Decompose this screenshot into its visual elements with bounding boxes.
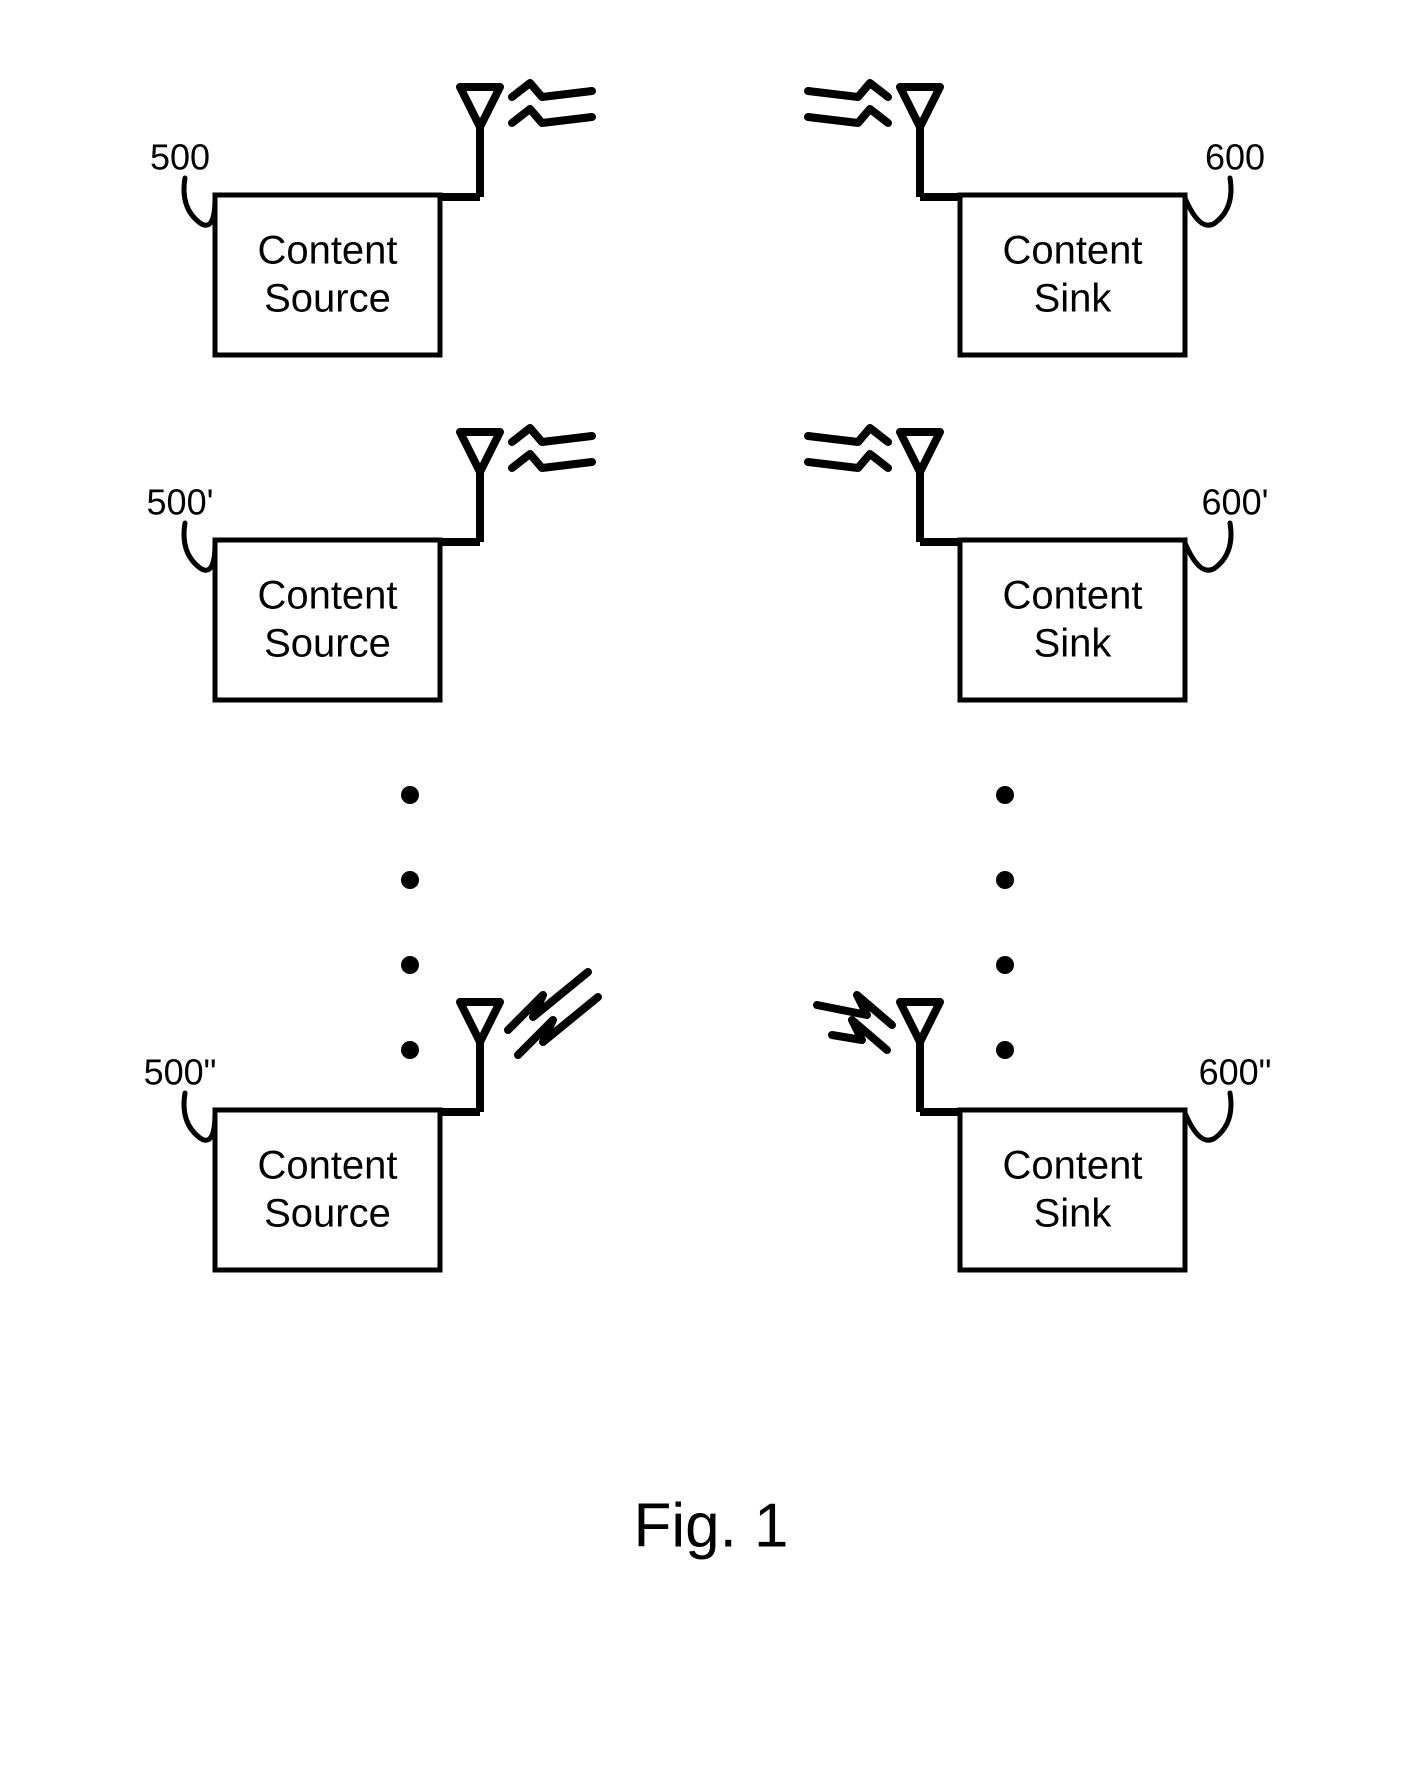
content-source-block: ContentSource [215,1110,480,1270]
source-label-line1: Content [257,1144,397,1188]
ref-label: 500" [144,1052,217,1093]
sink-label-line1: Content [1002,229,1142,273]
content-sink-block: ContentSink [920,195,1185,355]
sink-box [960,1110,1185,1270]
sink-label-line2: Sink [1034,1192,1113,1236]
ref-label: 500' [147,482,214,523]
ellipsis-dot [996,786,1014,804]
source-label-line1: Content [257,229,397,273]
content-source-block: ContentSource [215,195,480,355]
ellipsis-dot [401,786,419,804]
content-sink-block: ContentSink [920,1110,1185,1270]
ellipsis-dot [401,871,419,889]
ref-label: 600" [1199,1052,1272,1093]
ellipsis-dot [996,871,1014,889]
ellipsis-dot [401,956,419,974]
source-label-line2: Source [264,622,391,666]
ellipsis-dot [996,1041,1014,1059]
source-label-line1: Content [257,574,397,618]
source-label-line2: Source [264,1192,391,1236]
sink-label-line1: Content [1002,574,1142,618]
figure-caption: Fig. 1 [633,1491,788,1560]
sink-box [960,540,1185,700]
ref-label: 600 [1205,137,1265,178]
source-box [215,540,440,700]
sink-box [960,195,1185,355]
content-source-block: ContentSource [215,540,480,700]
source-label-line2: Source [264,277,391,321]
sink-label-line2: Sink [1034,622,1113,666]
source-box [215,1110,440,1270]
ellipsis-dot [996,956,1014,974]
content-sink-block: ContentSink [920,540,1185,700]
ref-label: 600' [1202,482,1269,523]
ellipsis-dot [401,1041,419,1059]
sink-label-line2: Sink [1034,277,1113,321]
sink-label-line1: Content [1002,1144,1142,1188]
ref-label: 500 [150,137,210,178]
source-box [215,195,440,355]
